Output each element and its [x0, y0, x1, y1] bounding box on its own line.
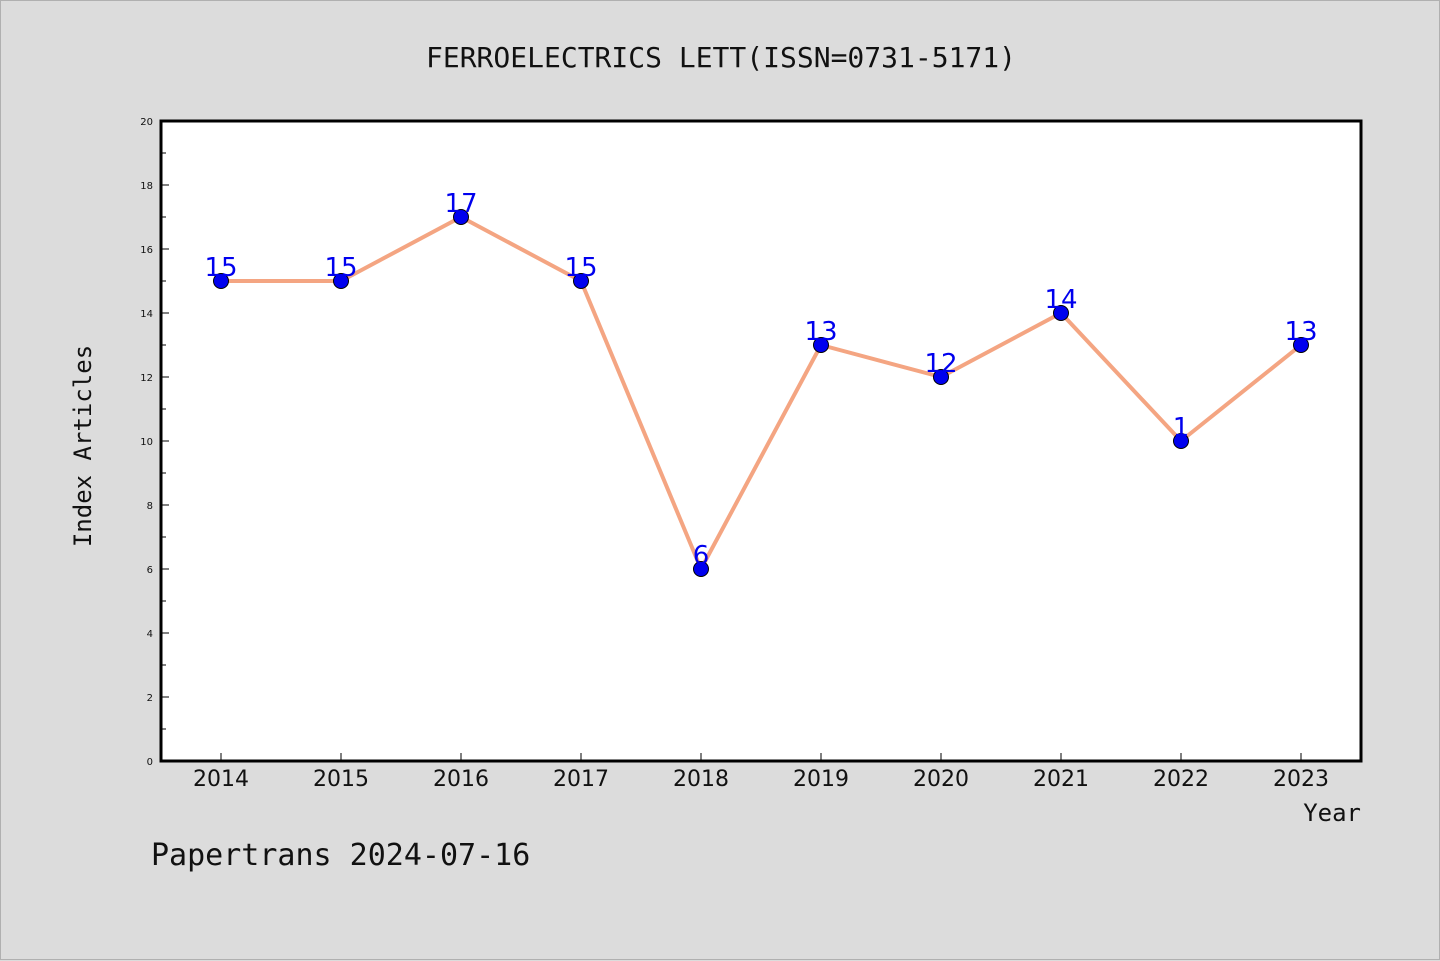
chart-title: FERROELECTRICS LETT(ISSN=0731-5171): [426, 41, 1016, 74]
y-tick-label: 18: [140, 181, 153, 192]
y-tick-label: 10: [140, 437, 153, 448]
y-tick-label: 6: [147, 565, 153, 576]
data-point-2021: [1053, 305, 1069, 321]
x-tick-label: 2015: [313, 767, 369, 792]
marker-group: [213, 209, 1309, 577]
y-tick-label: 2: [147, 693, 153, 704]
data-label-group: 15 15 17 15 6 13 12 14 1 13: [204, 189, 1317, 571]
data-point-2015: [333, 273, 349, 289]
data-label-2022: 1: [1173, 413, 1190, 443]
data-label-2016: 17: [444, 189, 477, 219]
x-tick-label: 2016: [433, 767, 489, 792]
x-tick-label: 2022: [1153, 767, 1209, 792]
data-label-2019: 13: [804, 317, 837, 347]
y-axis-label: Index Articles: [69, 345, 97, 547]
x-tick-label: 2014: [193, 767, 249, 792]
x-axis: 2014 2015 2016 2017 2018 2019 2020 2021 2022 2023: [193, 753, 1329, 792]
data-label-2020: 12: [924, 349, 957, 379]
data-label-2018: 6: [693, 541, 710, 571]
data-point-2017: [573, 273, 589, 289]
data-point-2020: [933, 369, 949, 385]
x-axis-label: Year: [1303, 799, 1361, 827]
data-point-2023: [1293, 337, 1309, 353]
y-tick-label: 16: [140, 245, 153, 256]
y-tick-label: 0: [147, 757, 153, 768]
data-point-2018: [693, 561, 709, 577]
data-label-2015: 15: [324, 253, 357, 283]
data-point-2014: [213, 273, 229, 289]
data-label-2017: 15: [564, 253, 597, 283]
data-label-2023: 13: [1284, 317, 1317, 347]
data-label-2021: 14: [1044, 285, 1077, 315]
y-axis: 0 2 4 6 8 10 12 14 16 18 20: [140, 117, 169, 768]
y-tick-label: 20: [140, 117, 153, 128]
x-tick-label: 2021: [1033, 767, 1089, 792]
y-tick-label: 4: [147, 629, 153, 640]
data-point-2022: [1173, 433, 1189, 449]
y-tick-label: 14: [140, 309, 153, 320]
y-tick-label: 8: [147, 501, 153, 512]
y-tick-label: 12: [140, 373, 153, 384]
footer-watermark: Papertrans 2024-07-16: [151, 838, 530, 873]
x-tick-label: 2020: [913, 767, 969, 792]
x-tick-label: 2017: [553, 767, 609, 792]
data-label-2014: 15: [204, 253, 237, 283]
x-tick-label: 2023: [1273, 767, 1329, 792]
series-line-group: [221, 215, 1303, 571]
plot-area: [159, 119, 1363, 763]
x-tick-label: 2018: [673, 767, 729, 792]
series-line: [221, 215, 1303, 571]
x-tick-label: 2019: [793, 767, 849, 792]
data-point-2019: [813, 337, 829, 353]
data-point-2016: [453, 209, 469, 225]
